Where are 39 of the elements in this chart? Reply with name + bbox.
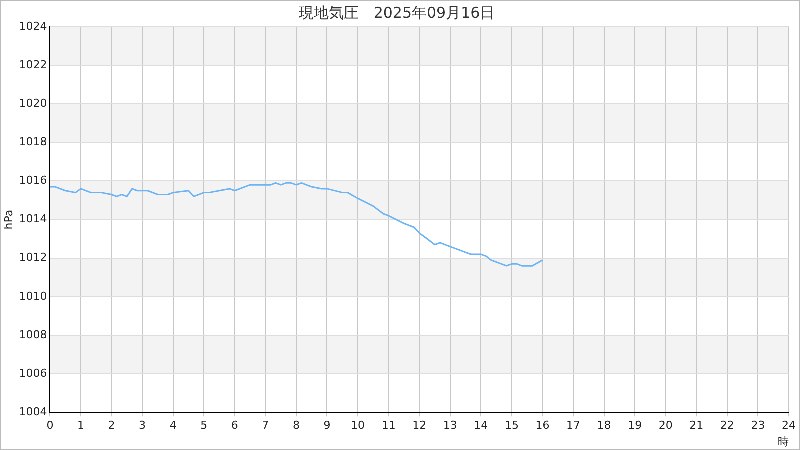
- y-tick-label: 1004: [19, 405, 48, 418]
- y-tick-label: 1012: [19, 251, 48, 264]
- y-tick-label: 1022: [19, 58, 48, 72]
- y-tick-label: 1010: [19, 290, 48, 303]
- x-tick-label: 19: [628, 419, 642, 432]
- x-tick-label: 3: [139, 419, 146, 432]
- x-tick-label: 17: [566, 419, 581, 432]
- y-tick-label: 1016: [19, 174, 48, 188]
- y-tick-label: 1014: [19, 212, 48, 226]
- x-tick-label: 1: [77, 419, 84, 432]
- x-tick-label: 20: [658, 419, 673, 432]
- x-tick-label: 24: [782, 419, 796, 432]
- y-tick-label: 1018: [19, 136, 48, 149]
- x-tick-label: 14: [474, 419, 488, 432]
- x-tick-label: 13: [443, 419, 458, 432]
- x-tick-label: 15: [504, 419, 519, 432]
- x-tick-label: 6: [231, 419, 238, 432]
- y-tick-label: 1024: [19, 20, 48, 33]
- x-tick-label: 16: [536, 419, 550, 432]
- x-tick-label: 12: [412, 419, 427, 432]
- x-tick-label: 22: [720, 419, 734, 432]
- x-tick-label: 2: [108, 419, 116, 432]
- x-tick-label: 18: [597, 419, 612, 432]
- x-tick-label: 4: [170, 419, 177, 432]
- x-tick-label: 0: [46, 419, 54, 432]
- x-tick-label: 9: [324, 419, 331, 432]
- x-axis-title: 時: [778, 435, 789, 448]
- x-tick-label: 10: [351, 419, 366, 432]
- x-tick-label: 11: [382, 419, 396, 432]
- y-tick-label: 1006: [19, 366, 48, 380]
- y-tick-label: 1008: [19, 328, 48, 342]
- x-tick-label: 8: [292, 419, 300, 432]
- chart-title: 現地気圧 2025年09月16日: [298, 4, 496, 22]
- x-tick-label: 21: [690, 419, 704, 432]
- x-tick-label: 7: [262, 419, 270, 432]
- y-tick-label: 1020: [19, 96, 48, 110]
- y-axis-title: hPa: [2, 210, 16, 230]
- x-tick-label: 5: [200, 419, 208, 432]
- x-tick-label: 23: [751, 419, 766, 432]
